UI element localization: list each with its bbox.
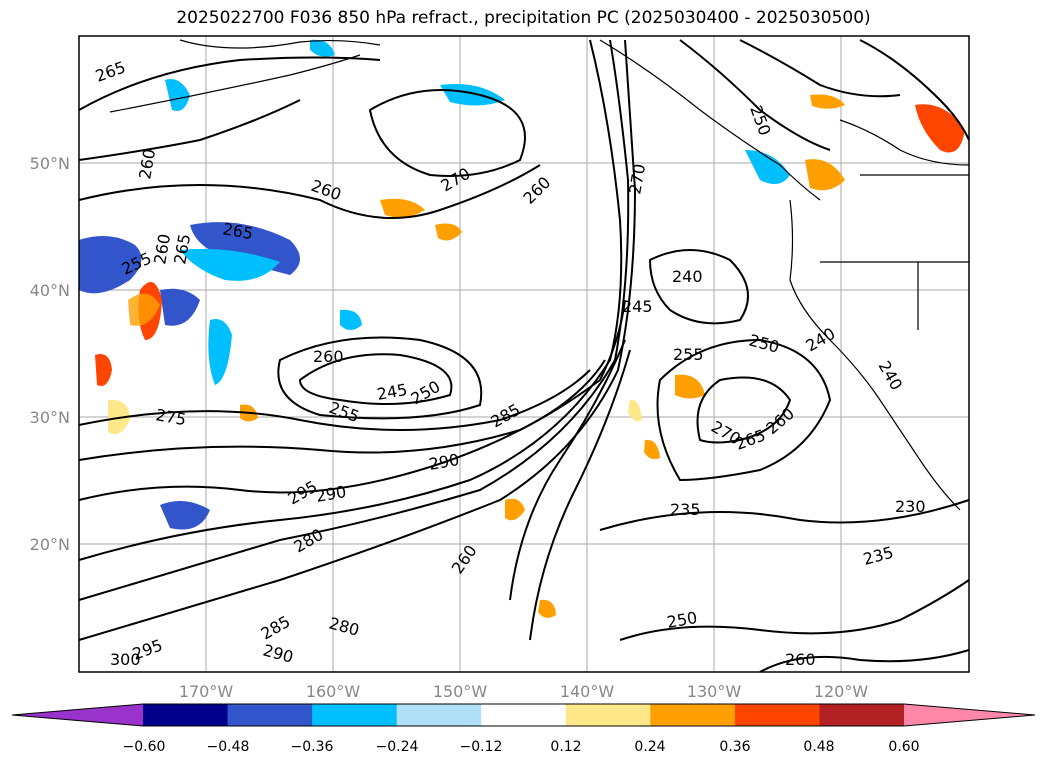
colorbar-segment (819, 704, 905, 726)
colorbar-segment (650, 704, 736, 726)
lat-label: 30°N (30, 408, 70, 427)
chart-title: 2025022700 F036 850 hPa refract., precip… (176, 8, 871, 28)
colorbar-extend-high (904, 704, 1035, 726)
colorbar-segment (312, 704, 398, 726)
lon-label: 160°W (306, 682, 361, 701)
colorbar-outline (11, 703, 1036, 727)
colorbar-tick-label: 0.36 (719, 739, 750, 755)
contour-label: 245 (622, 297, 653, 316)
colorbar-tick-label: −0.12 (460, 739, 503, 755)
refractivity-contours (78, 39, 970, 673)
colorbar-segment (227, 704, 313, 726)
contour-label: 260 (313, 347, 344, 366)
contour-label: 300 (110, 650, 141, 669)
lon-label: 120°W (814, 682, 869, 701)
lat-label: 40°N (30, 281, 70, 300)
lat-label: 50°N (30, 154, 70, 173)
colorbar-tick-label: 0.60 (888, 739, 919, 755)
colorbar-segment (734, 704, 820, 726)
colorbar-tick-label: −0.24 (376, 739, 419, 755)
colorbar-tick-label: −0.48 (207, 739, 250, 755)
colorbar-segment (481, 704, 567, 726)
colorbar-ticks: −0.60 −0.48 −0.36 −0.24 −0.12 0.12 0.24 … (123, 739, 920, 755)
lon-label: 170°W (179, 682, 234, 701)
contour-label: 230 (895, 497, 926, 516)
colorbar-extend-low (12, 704, 143, 726)
colorbar-tick-label: 0.24 (634, 739, 665, 755)
colorbar-tick-label: −0.36 (291, 739, 334, 755)
contour-label: 255 (673, 345, 704, 364)
contour-label: 240 (672, 267, 703, 286)
colorbar-segment (143, 704, 229, 726)
longitude-labels: 170°W 160°W 150°W 140°W 130°W 120°W (179, 682, 869, 701)
lon-label: 140°W (560, 682, 615, 701)
lat-label: 20°N (30, 535, 70, 554)
colorbar-tick-label: −0.60 (123, 739, 166, 755)
lon-label: 150°W (433, 682, 488, 701)
colorbar-tick-label: 0.48 (803, 739, 834, 755)
colorbar-segment (396, 704, 482, 726)
map-frame (78, 35, 970, 673)
colorbar-segment (565, 704, 651, 726)
contour-label: 235 (670, 500, 701, 519)
coastlines (109, 39, 970, 511)
latitude-labels: 50°N 40°N 30°N 20°N (30, 154, 70, 554)
colorbar (11, 703, 1036, 727)
lon-label: 130°W (687, 682, 742, 701)
contour-label: 260 (785, 650, 816, 669)
precip-shading (79, 39, 965, 618)
colorbar-tick-label: 0.12 (550, 739, 581, 755)
